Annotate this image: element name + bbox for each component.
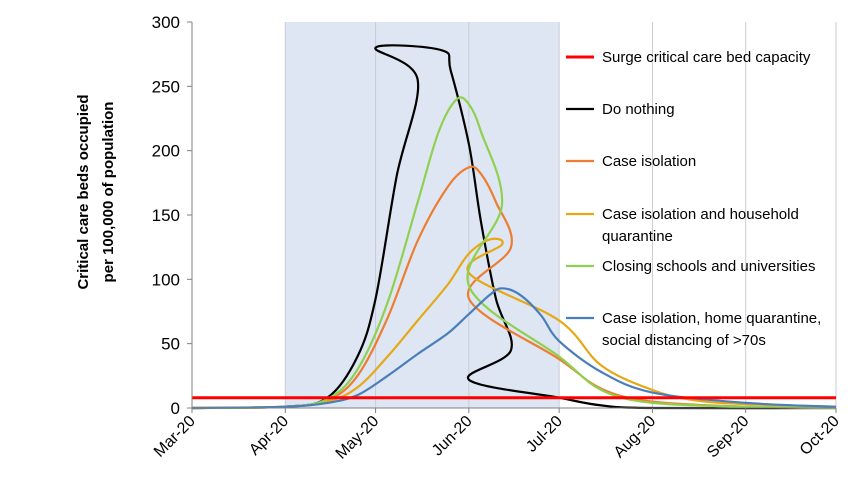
x-tick-label: Apr-20: [246, 413, 292, 459]
y-axis-title-line1: Critical care beds occupied: [75, 94, 92, 289]
y-tick-label: 300: [152, 13, 180, 32]
y-axis-title-line2: per 100,000 of population: [100, 102, 117, 283]
y-tick-label: 0: [171, 399, 180, 418]
x-tick-label: Sep-20: [704, 413, 753, 462]
x-tick-label: Mar-20: [151, 413, 199, 461]
legend-label-2: Case isolation: [602, 153, 696, 170]
y-tick-label: 100: [152, 270, 180, 289]
series-line-1: [191, 44, 837, 410]
legend-label-4: Closing schools and universities: [602, 258, 815, 275]
legend-label-1: Do nothing: [602, 101, 675, 118]
series-line-5: [191, 287, 837, 410]
legend-label-5: Case isolation, home quarantine, social d…: [602, 310, 821, 349]
shaded-period: [285, 22, 560, 408]
x-tick-label: Aug-20: [611, 413, 660, 462]
legend-label-3: Case isolation and household quarantine: [602, 206, 799, 245]
y-tick-label: 200: [152, 142, 180, 161]
legend-label-0: Surge critical care bed capacity: [602, 49, 811, 66]
y-tick-label: 150: [152, 206, 180, 225]
y-tick-label: 50: [161, 335, 180, 354]
x-tick-label: Oct-20: [797, 413, 843, 459]
y-tick-label: 250: [152, 77, 180, 96]
x-tick-label: Jul-20: [523, 413, 566, 456]
x-tick-label: May-20: [333, 413, 383, 463]
x-tick-label: Jun-20: [429, 413, 476, 460]
